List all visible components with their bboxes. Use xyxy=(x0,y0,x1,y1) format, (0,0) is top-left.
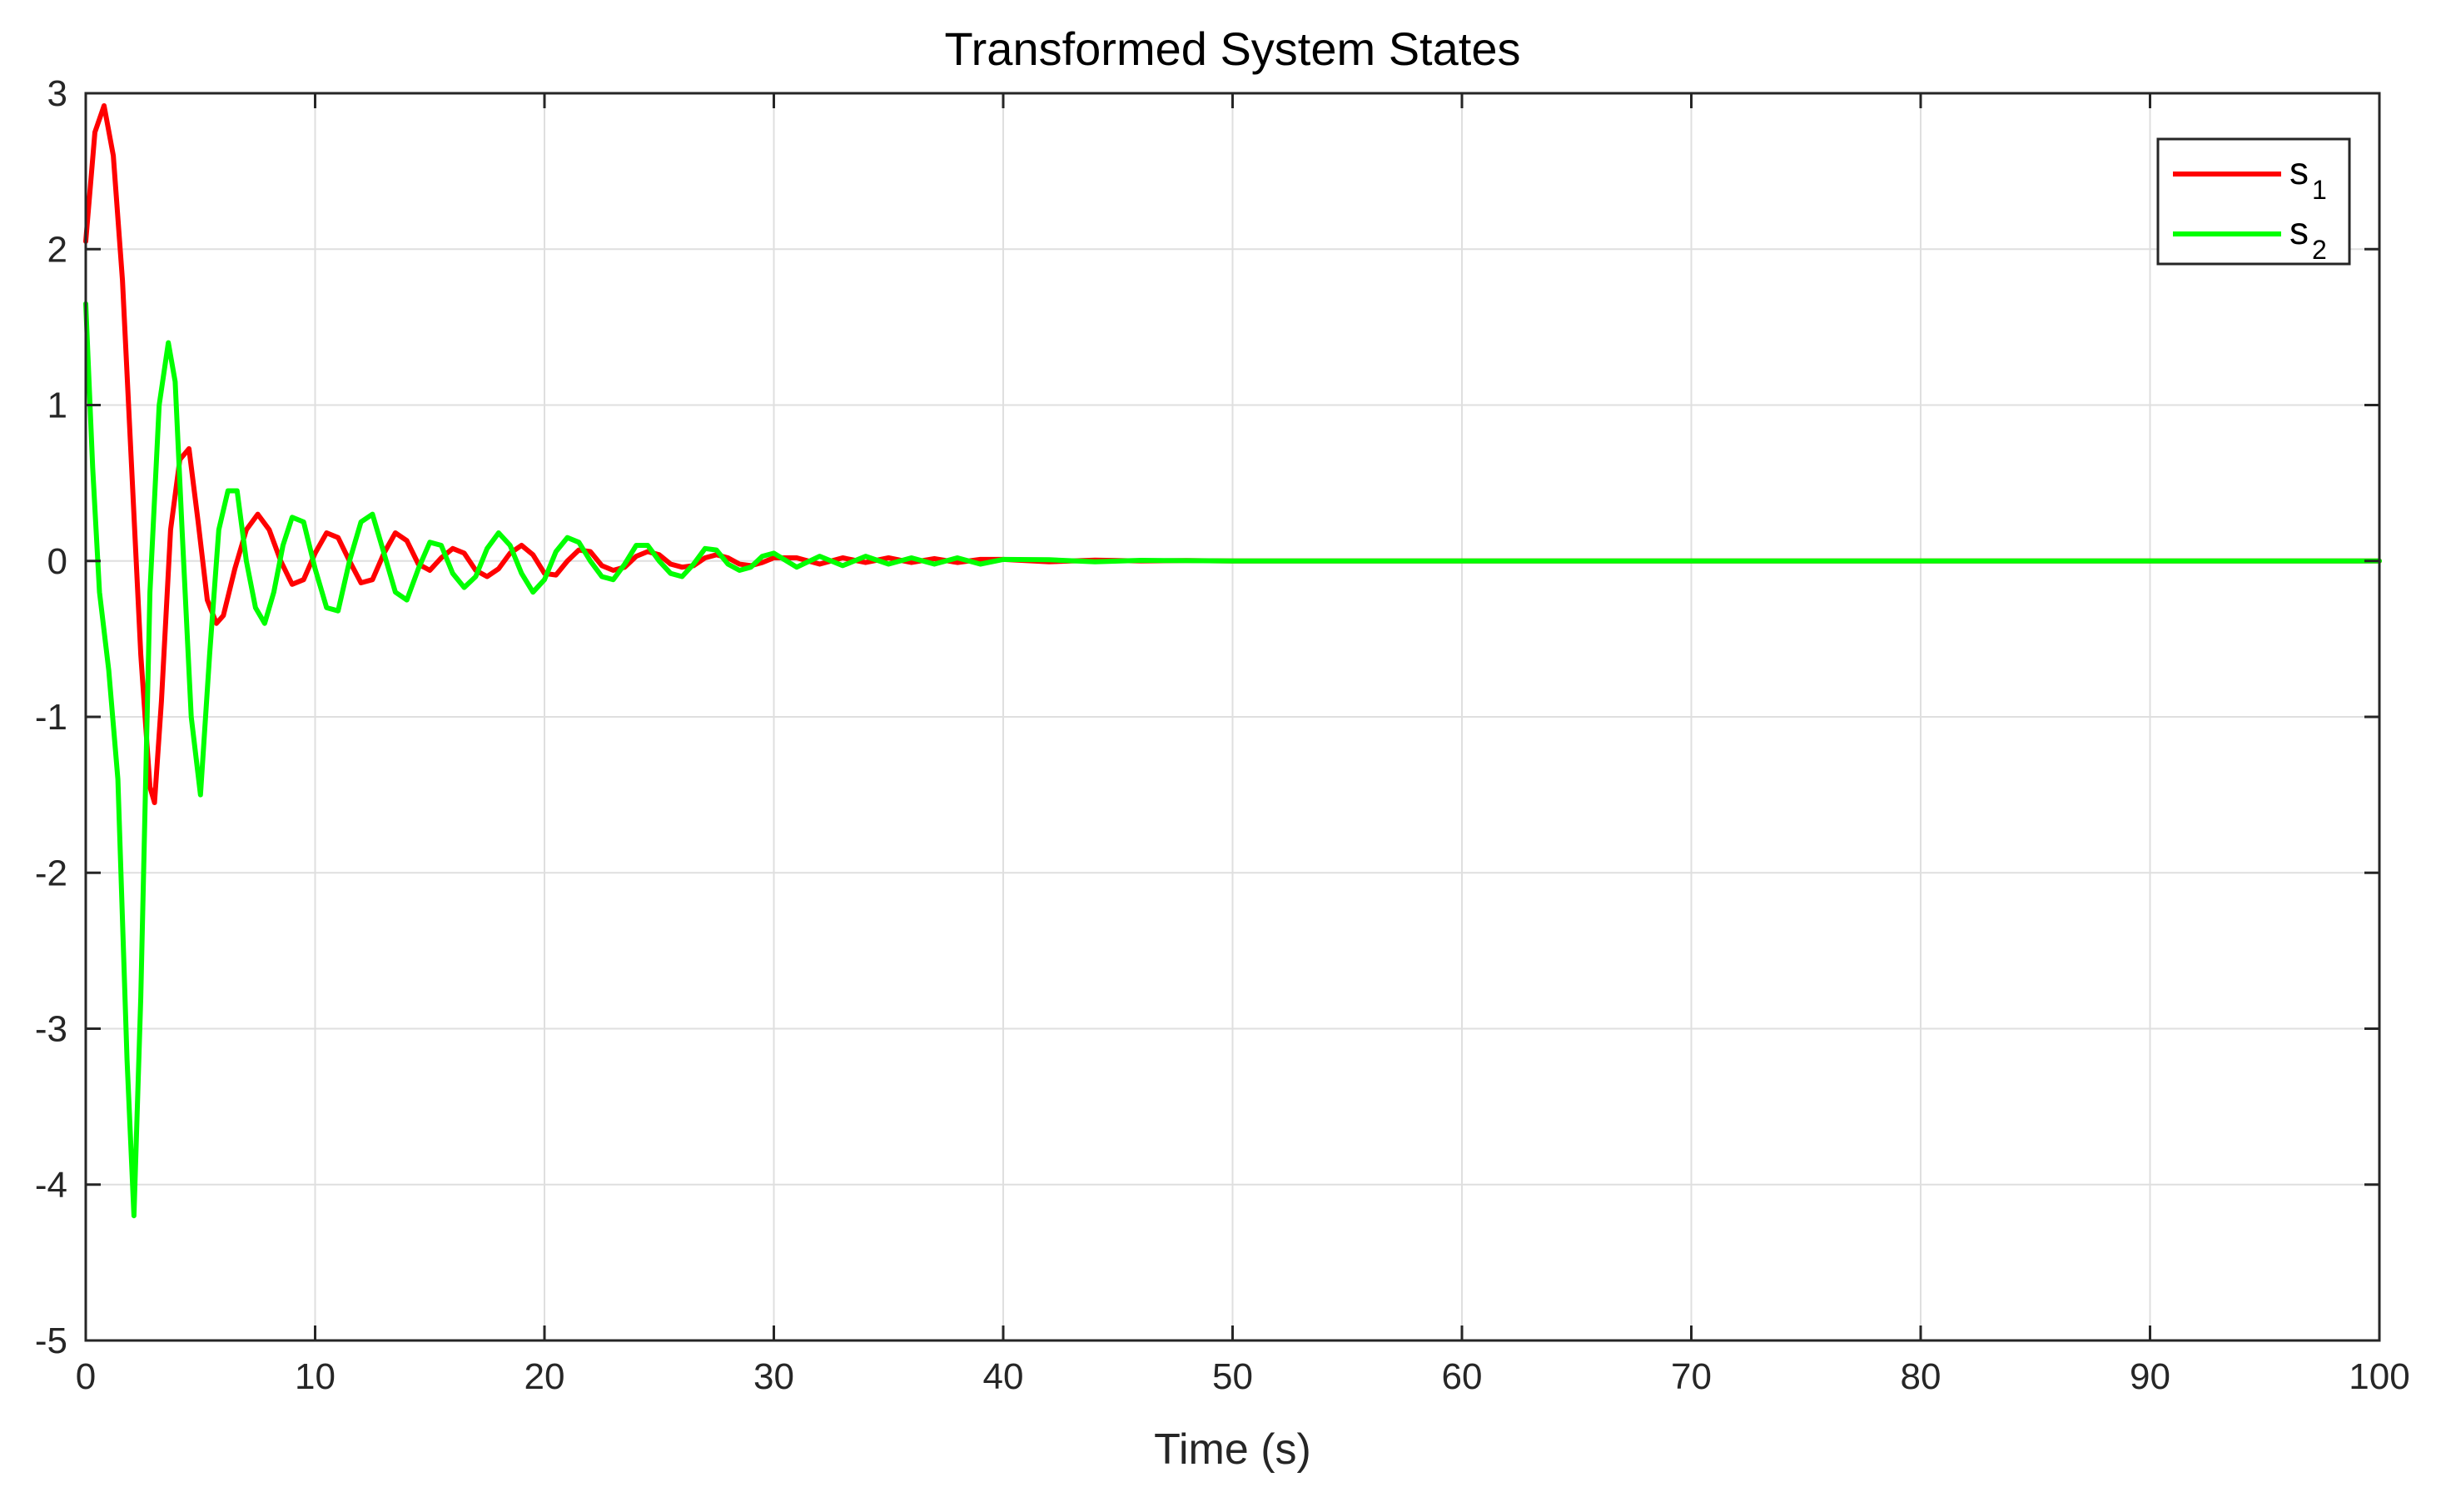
y-tick-label: -1 xyxy=(35,697,67,738)
x-tick-label: 40 xyxy=(983,1356,1024,1397)
x-tick-label: 90 xyxy=(2130,1356,2170,1397)
y-tick-label: 0 xyxy=(47,541,67,582)
x-tick-label: 60 xyxy=(1442,1356,1483,1397)
legend: s 1s 2 xyxy=(2156,137,2351,266)
chart-title: Transformed System States xyxy=(945,22,1521,75)
y-tick-label: 2 xyxy=(47,229,67,270)
x-tick-label: 0 xyxy=(76,1356,96,1397)
x-tick-label: 20 xyxy=(524,1356,565,1397)
series-line-s2 xyxy=(83,301,2382,1219)
x-tick-label: 10 xyxy=(295,1356,336,1397)
x-tick-label: 80 xyxy=(1901,1356,1941,1397)
y-tick-label: -4 xyxy=(35,1165,67,1206)
y-tick-label: 1 xyxy=(47,385,67,426)
plot-lines xyxy=(83,103,2382,1219)
legend-box xyxy=(2156,137,2351,266)
ticks: 0 10 20 30 40 50 60 70 80 90 100 -5 -4 -3 -2 -1 0 1 2 3 xyxy=(35,73,2410,1397)
x-axis-title: Time (s) xyxy=(1154,1425,1311,1474)
x-tick-label: 70 xyxy=(1671,1356,1712,1397)
y-tick-label: -3 xyxy=(35,1009,67,1050)
y-tick-label: 3 xyxy=(47,73,67,114)
y-tick-label: -2 xyxy=(35,853,67,893)
x-tick-label: 30 xyxy=(753,1356,794,1397)
x-tick-label: 100 xyxy=(2349,1356,2409,1397)
y-tick-label: -5 xyxy=(35,1321,67,1361)
x-tick-label: 50 xyxy=(1212,1356,1253,1397)
series-line-s1 xyxy=(83,103,2382,805)
